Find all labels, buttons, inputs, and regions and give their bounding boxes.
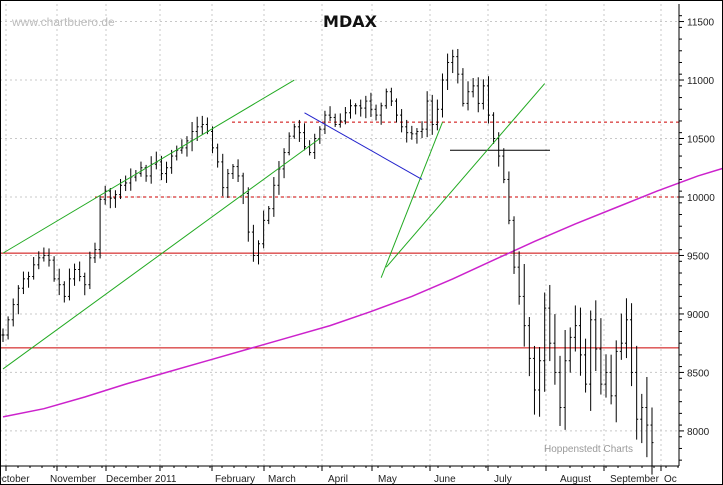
x-tick-label: December 2011 xyxy=(106,474,177,485)
y-tick-label: 11000 xyxy=(687,76,715,87)
y-tick-label: 10500 xyxy=(687,135,715,146)
moving-average-line xyxy=(2,167,723,418)
x-axis-ticks: October November December 2011 February Marc… xyxy=(0,466,679,485)
trend-line xyxy=(2,138,321,370)
trend-line xyxy=(385,83,546,268)
trend-lines xyxy=(2,79,546,370)
x-tick-label: November xyxy=(50,474,97,485)
watermark-text: www.chartbuero.de xyxy=(11,15,115,29)
y-tick-label: 10000 xyxy=(687,193,715,204)
horizontal-levels xyxy=(0,121,679,349)
x-tick-label: July xyxy=(494,474,512,485)
credit-text: Hoppenstedt Charts xyxy=(544,444,633,455)
chart-title: MDAX xyxy=(323,12,378,31)
grid xyxy=(0,4,679,466)
x-tick-label: September xyxy=(610,474,660,485)
ma-series-line xyxy=(2,167,723,418)
y-tick-label: 9000 xyxy=(687,310,710,321)
price-bars xyxy=(1,48,654,475)
x-tick-label: October xyxy=(0,474,30,485)
trend-line xyxy=(380,121,443,278)
y-tick-label: 9500 xyxy=(687,251,710,262)
y-tick-label: 8000 xyxy=(687,427,710,438)
trend-line xyxy=(304,112,423,180)
x-tick-label: August xyxy=(560,474,591,485)
y-tick-label: 8500 xyxy=(687,368,710,379)
y-axis-ticks: 8000 8500 9000 9500 10000 10500 11000 11500 xyxy=(679,15,715,461)
x-tick-label: February xyxy=(215,474,255,485)
x-tick-label: June xyxy=(434,474,456,485)
trend-line xyxy=(2,79,295,254)
y-tick-label: 11500 xyxy=(687,18,715,29)
x-tick-label: May xyxy=(378,474,397,485)
x-tick-label: April xyxy=(328,474,348,485)
x-tick-label: March xyxy=(268,474,296,485)
x-tick-label: Oc xyxy=(664,474,677,485)
